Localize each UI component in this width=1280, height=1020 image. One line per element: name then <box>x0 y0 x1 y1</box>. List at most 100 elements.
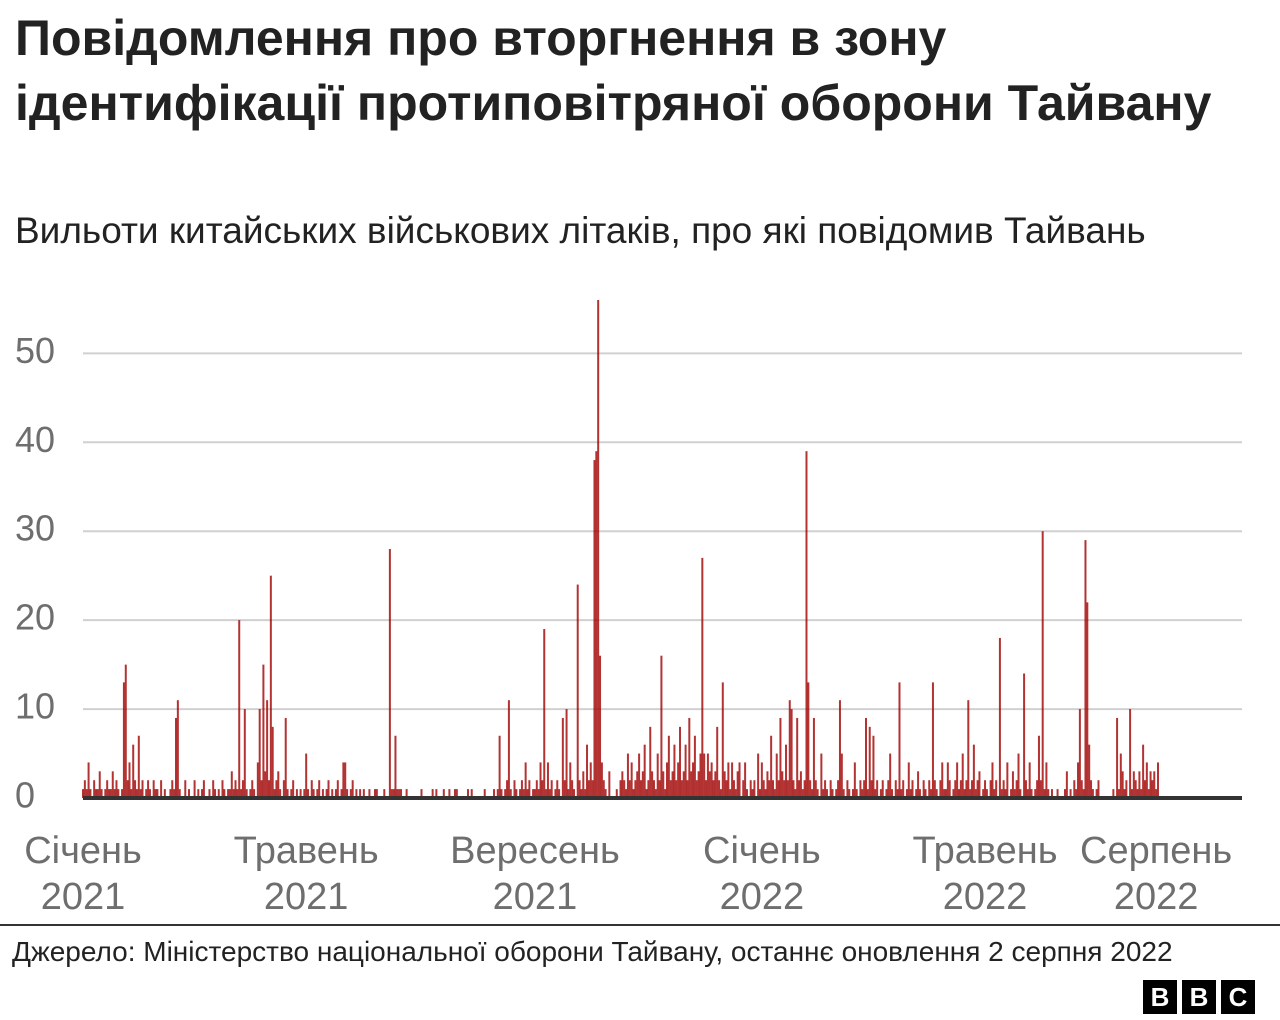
bar <box>978 771 981 798</box>
bar <box>714 771 717 798</box>
bar <box>398 789 401 798</box>
bar <box>706 753 709 798</box>
bar <box>777 780 780 798</box>
bar <box>1073 780 1076 798</box>
bar <box>1010 789 1013 798</box>
bar <box>889 753 892 798</box>
bar <box>104 789 107 798</box>
bar <box>126 780 129 798</box>
bar <box>822 789 825 798</box>
bar <box>89 789 92 798</box>
bar <box>922 780 925 798</box>
bar <box>835 789 838 798</box>
bar <box>866 789 869 798</box>
y-tick-label: 0 <box>15 775 35 816</box>
bar <box>147 780 150 798</box>
bar <box>245 789 248 798</box>
chart-title: Повідомлення про вторгнення в зону ідент… <box>15 10 1212 131</box>
bar <box>954 780 957 798</box>
bar <box>390 789 393 798</box>
bar <box>113 789 116 798</box>
bar <box>985 789 988 798</box>
bar <box>232 789 235 798</box>
bar <box>898 682 901 798</box>
bar <box>1088 744 1091 798</box>
bar <box>1056 789 1059 798</box>
y-tick-label: 40 <box>15 419 55 460</box>
bar <box>208 789 211 798</box>
logo: B B C <box>1143 980 1255 1014</box>
bar <box>253 789 256 798</box>
bar <box>234 780 237 798</box>
bar <box>327 780 330 798</box>
bar <box>241 780 244 798</box>
bar <box>569 762 572 798</box>
bar <box>145 789 148 798</box>
bar <box>865 717 868 798</box>
logo-letter: C <box>1221 980 1255 1014</box>
bar <box>223 789 226 798</box>
bar <box>941 762 944 798</box>
bar <box>1080 780 1083 798</box>
bar <box>718 780 721 798</box>
bar <box>238 620 241 798</box>
bar <box>171 780 174 798</box>
bar <box>435 789 438 798</box>
bar <box>394 735 397 798</box>
bar <box>587 780 590 798</box>
bar <box>1077 762 1080 798</box>
y-tick-label: 20 <box>15 597 55 638</box>
bar <box>267 780 270 798</box>
bar <box>262 664 265 798</box>
bar <box>221 780 224 798</box>
bar <box>762 780 765 798</box>
bar <box>197 789 200 798</box>
bar <box>593 460 596 798</box>
bar <box>1095 789 1098 798</box>
bar <box>632 789 635 798</box>
bar <box>260 780 263 798</box>
bar <box>894 780 897 798</box>
bar <box>796 717 799 798</box>
bar <box>240 789 243 798</box>
bar <box>625 789 628 798</box>
bar <box>548 789 551 798</box>
bar <box>991 762 994 798</box>
bar <box>900 789 903 798</box>
bar <box>816 789 819 798</box>
bar <box>230 771 233 798</box>
bar <box>1086 602 1089 798</box>
bar <box>537 789 540 798</box>
bar <box>266 700 269 798</box>
bar <box>732 780 735 798</box>
bar <box>692 762 695 798</box>
bar <box>639 780 642 798</box>
bar <box>716 726 719 798</box>
y-tick-label: 30 <box>15 508 55 549</box>
bar <box>840 753 843 798</box>
bar <box>905 789 908 798</box>
bar <box>1011 771 1014 798</box>
bar <box>1116 717 1119 798</box>
bar <box>550 780 553 798</box>
bar <box>805 451 808 798</box>
bar <box>1091 789 1094 798</box>
bar <box>911 780 914 798</box>
bar <box>1047 789 1050 798</box>
bar <box>1028 762 1031 798</box>
bar <box>829 780 832 798</box>
bar <box>961 753 964 798</box>
bar <box>336 780 339 798</box>
bar <box>176 700 179 798</box>
bar <box>772 780 775 798</box>
bar <box>907 762 910 798</box>
bar <box>100 789 103 798</box>
bar <box>967 700 970 798</box>
bar <box>794 789 797 798</box>
bar <box>719 789 722 798</box>
bar <box>952 789 955 798</box>
bar <box>664 789 667 798</box>
bar <box>312 789 315 798</box>
bar <box>1024 780 1027 798</box>
bar <box>85 789 88 798</box>
